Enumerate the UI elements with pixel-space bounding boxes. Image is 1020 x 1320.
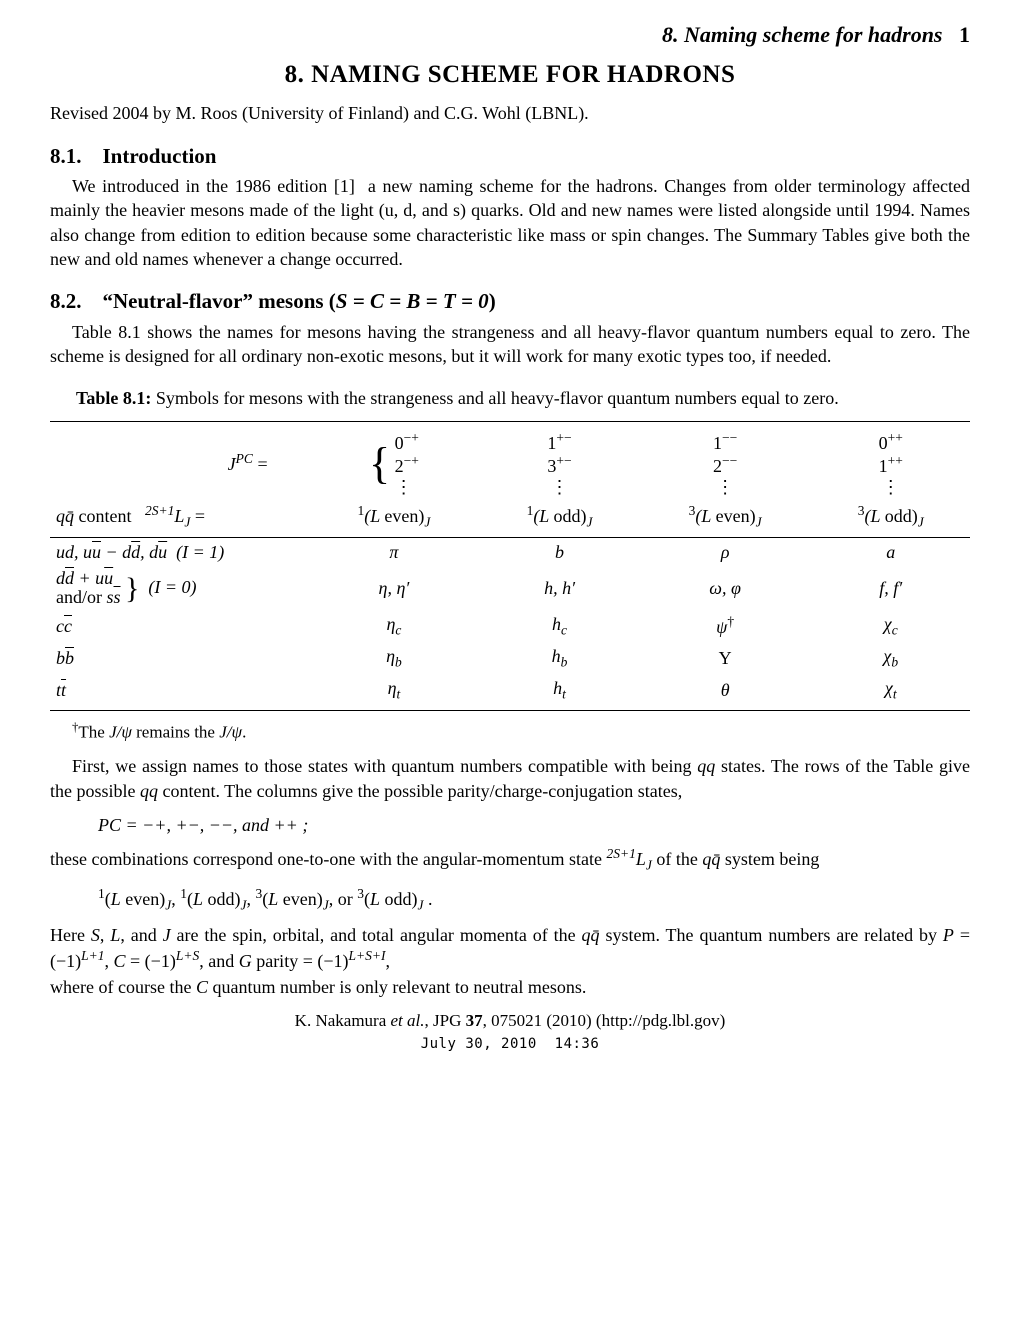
- table-footnote: †The J/ψ remains the J/ψ.: [50, 719, 970, 745]
- body-para-4: where of course the C quantum number is …: [50, 975, 970, 999]
- body-para-1: First, we assign names to those states w…: [50, 754, 970, 803]
- table-row: bb ηb hb Υ χb: [50, 642, 970, 674]
- meson-table: JPC = { 0−+ 2−+ ⋮ 1+− 3+− ⋮ 1−− 2−− ⋮: [50, 421, 970, 711]
- table-row-jpc: JPC = { 0−+ 2−+ ⋮ 1+− 3+− ⋮ 1−− 2−− ⋮: [50, 421, 970, 500]
- body-para-3: Here S, L, and J are the spin, orbital, …: [50, 923, 970, 974]
- section-82-title: 8.2. “Neutral-flavor” mesons (S = C = B …: [50, 287, 970, 315]
- table-caption: Table 8.1: Symbols for mesons with the s…: [76, 386, 944, 410]
- body-para-2: these combinations correspond one-to-one…: [50, 845, 970, 875]
- header-section: 8. Naming scheme for hadrons: [662, 22, 943, 47]
- revision-note: Revised 2004 by M. Roos (University of F…: [50, 101, 970, 125]
- equation-1: PC = −+, +−, −−, and ++ ;: [98, 813, 970, 837]
- page-header: 8. Naming scheme for hadrons 1: [50, 20, 970, 50]
- table-row: cc ηc hc ψ† χc: [50, 610, 970, 642]
- equation-2: 1(L even)J, 1(L odd)J, 3(L even)J, or 3(…: [98, 885, 970, 915]
- section-81-body: We introduced in the 1986 edition [1] a …: [50, 174, 970, 271]
- title: 8. NAMING SCHEME FOR HADRONS: [50, 58, 970, 92]
- table-row: tt ηt ht θ χt: [50, 674, 970, 710]
- table-row-spectro: qq̄ content 2S+1LJ = 1(L even)J 1(L odd)…: [50, 500, 970, 538]
- table-row: dd + uu and/or ss } (I = 0) η, η′ h, h′ …: [50, 567, 970, 611]
- section-81-title: 8.1. Introduction: [50, 142, 970, 170]
- page-number: 1: [959, 22, 970, 47]
- table-row: ud, uu − dd, du (I = 1) π b ρ a: [50, 538, 970, 567]
- date-line: July 30, 2010 14:36: [50, 1035, 970, 1054]
- citation: K. Nakamura et al., JPG 37, 075021 (2010…: [50, 1010, 970, 1033]
- section-82-body: Table 8.1 shows the names for mesons hav…: [50, 320, 970, 369]
